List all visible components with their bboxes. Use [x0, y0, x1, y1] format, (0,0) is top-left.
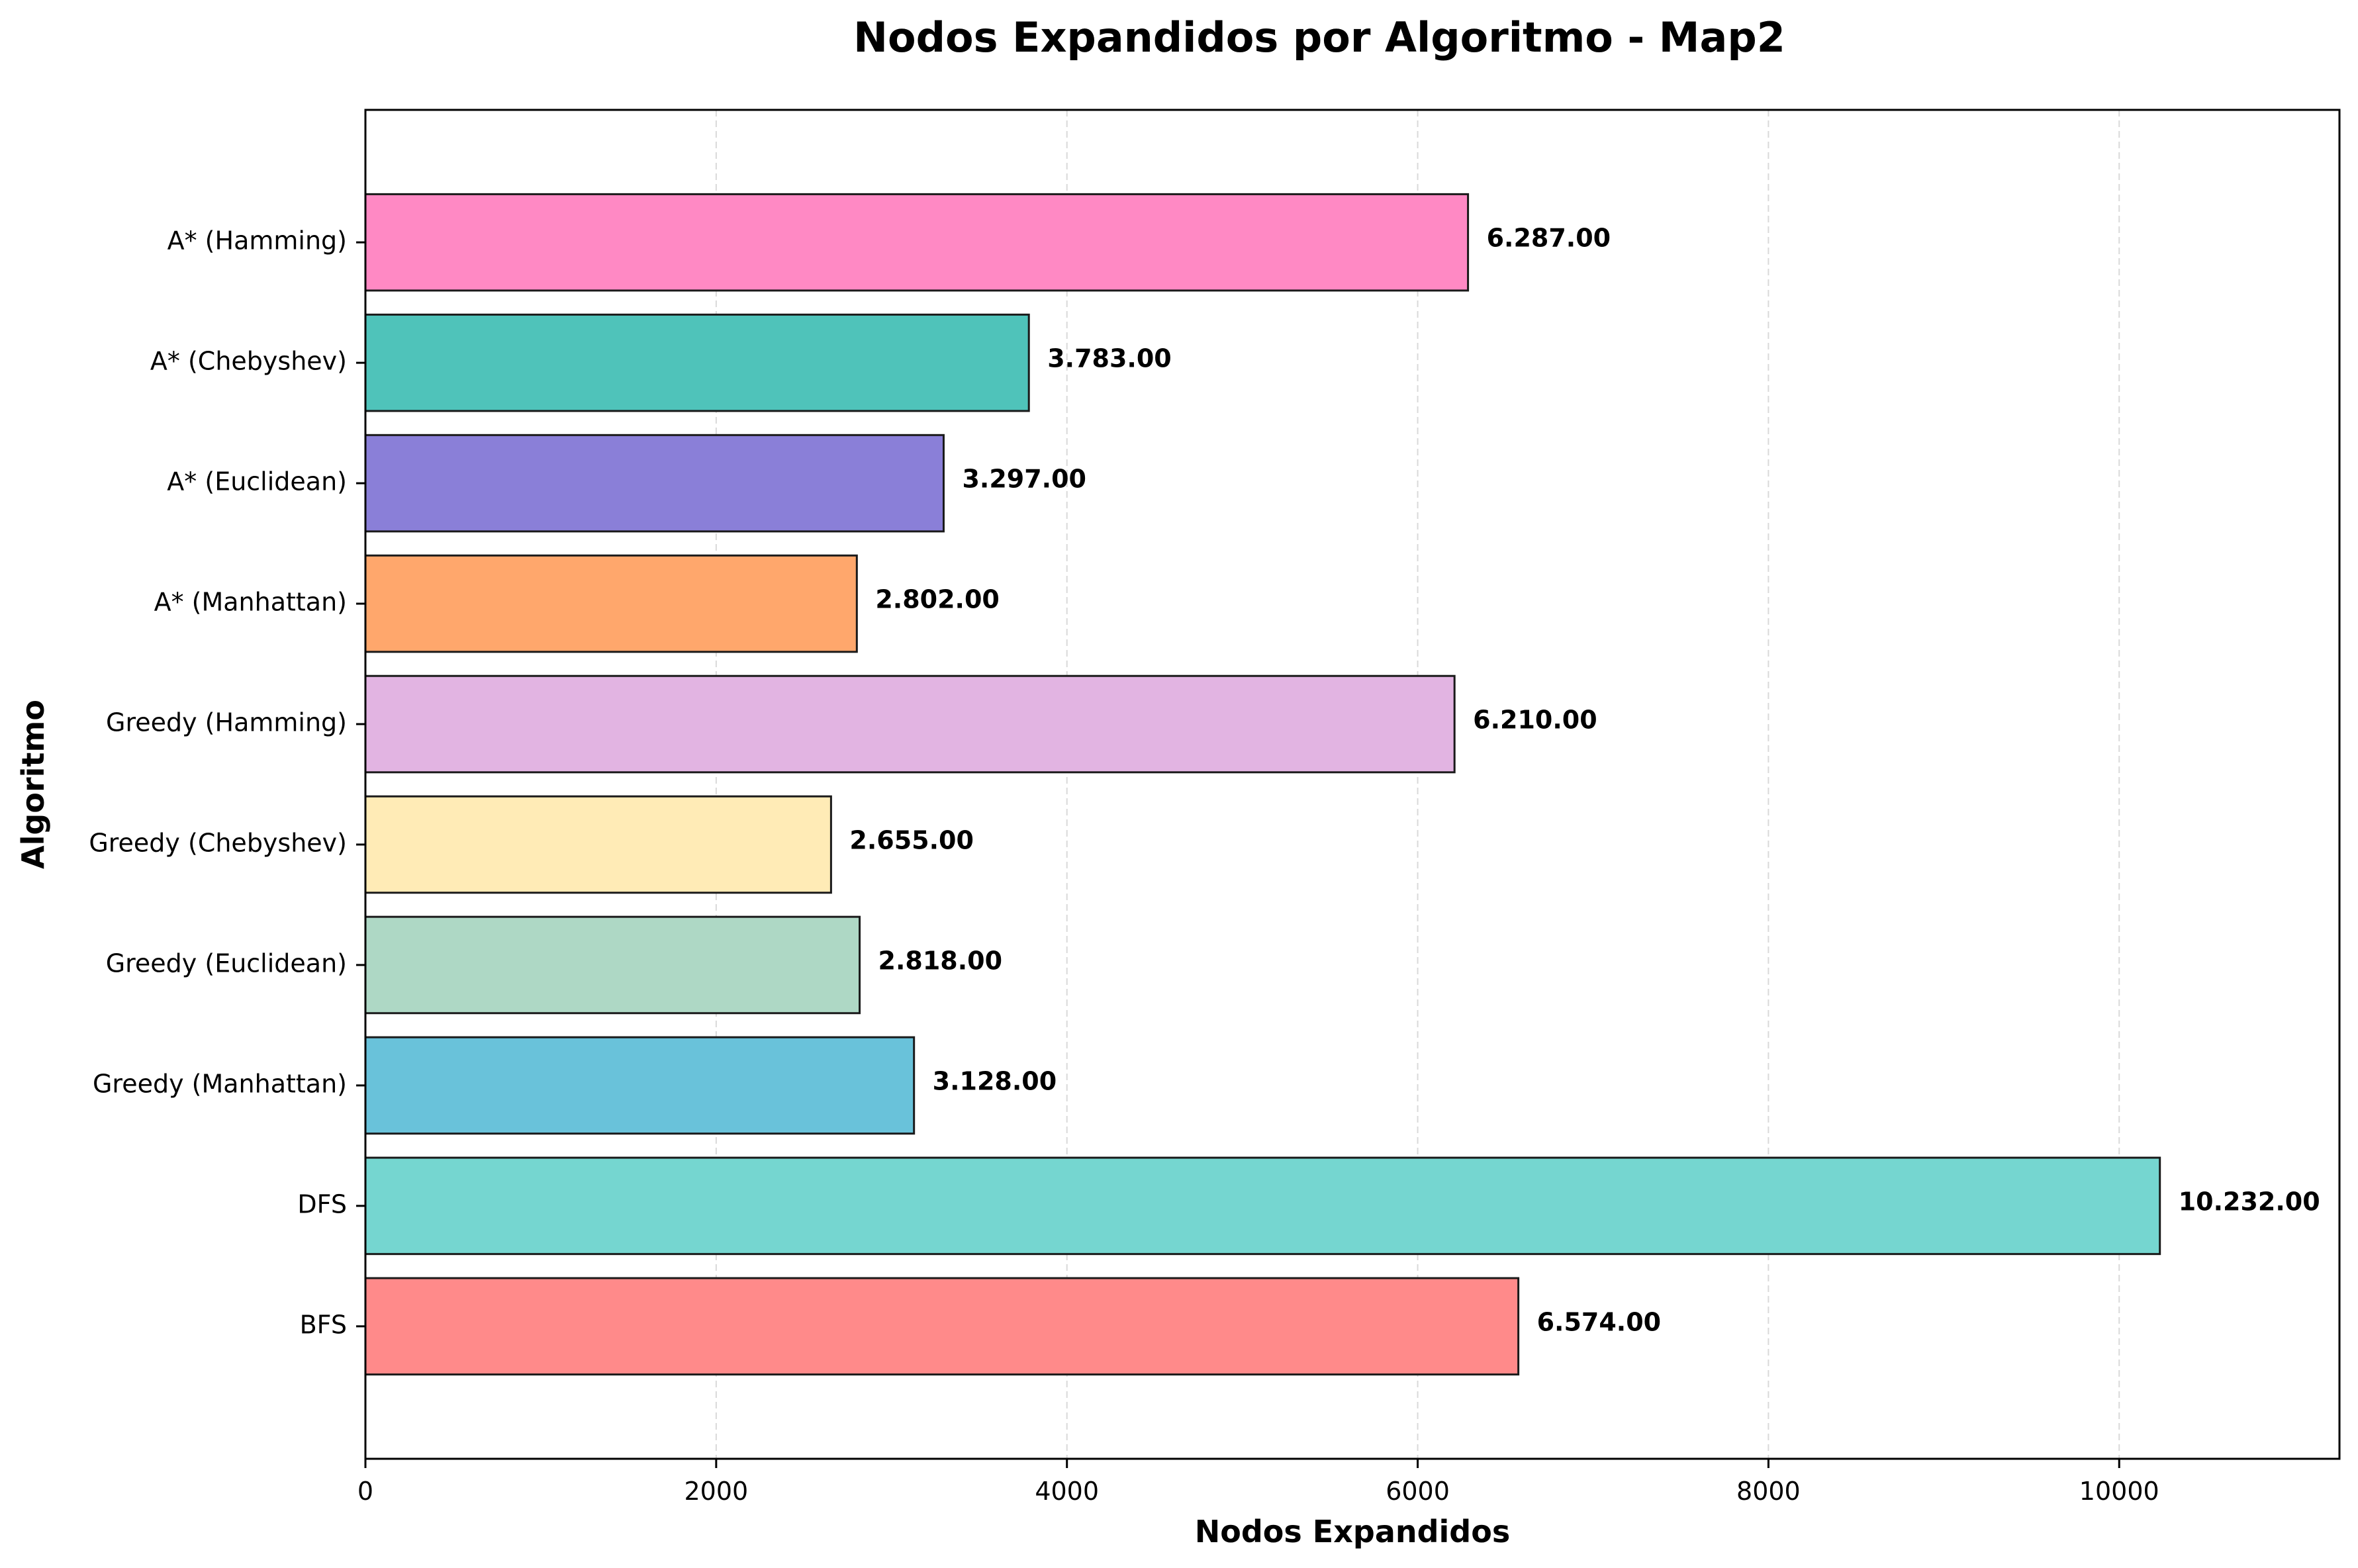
x-tick-label: 2000 [684, 1477, 748, 1506]
y-tick-label: Greedy (Chebyshev) [89, 828, 347, 857]
bar-greedy-chebyshev [364, 795, 832, 894]
data-label-a-chebyshev: 3.783.00 [1047, 344, 1172, 373]
bar-a-euclidean [364, 434, 945, 533]
x-axis-ticks: 0 2000 4000 6000 8000 10000 [357, 1459, 2159, 1506]
bar-dfs [364, 1156, 2161, 1256]
bar-a-chebyshev [364, 313, 1030, 412]
y-tick-label: BFS [300, 1310, 347, 1339]
y-tick-label: Greedy (Euclidean) [106, 948, 347, 978]
data-labels: 6.574.00 10.232.00 3.128.00 2.818.00 2.655.0… [849, 224, 2320, 1337]
x-tick-label: 6000 [1386, 1477, 1450, 1506]
bar-greedy-euclidean [364, 915, 861, 1015]
grid-lines [365, 110, 2120, 1459]
bar-bfs [364, 1277, 1520, 1376]
bars [364, 193, 2161, 1376]
y-tick-label: Greedy (Hamming) [106, 708, 347, 737]
y-axis-label: Algoritmo [15, 700, 51, 869]
y-axis-ticks: BFS DFS Greedy (Manhattan) Greedy (Euclidea… [89, 226, 365, 1339]
data-label-a-hamming: 6.287.00 [1487, 224, 1611, 253]
bar-greedy-manhattan [364, 1036, 916, 1135]
data-label-dfs: 10.232.00 [2179, 1187, 2320, 1216]
x-tick-label: 0 [357, 1477, 373, 1506]
y-tick-label: A* (Manhattan) [154, 588, 347, 617]
x-tick-label: 10000 [2079, 1477, 2159, 1506]
data-label-a-manhattan: 2.802.00 [875, 585, 1000, 614]
data-label-greedy-manhattan: 3.128.00 [933, 1066, 1057, 1095]
bar-greedy-hamming [364, 674, 1456, 774]
y-tick-label: A* (Chebyshev) [150, 347, 347, 376]
y-tick-label: Greedy (Manhattan) [93, 1069, 347, 1098]
data-label-a-euclidean: 3.297.00 [962, 465, 1086, 494]
y-tick-label: A* (Euclidean) [167, 467, 347, 496]
y-tick-label: DFS [297, 1189, 347, 1219]
chart-title: Nodos Expandidos por Algoritmo - Map2 [853, 13, 1785, 62]
bar-a-hamming [364, 193, 1470, 292]
plot-frame [364, 109, 2341, 1460]
x-tick-label: 8000 [1736, 1477, 1801, 1506]
bar-a-manhattan [364, 554, 858, 653]
data-label-greedy-euclidean: 2.818.00 [878, 946, 1003, 975]
data-label-greedy-hamming: 6.210.00 [1473, 706, 1597, 735]
x-tick-label: 4000 [1035, 1477, 1099, 1506]
y-tick-label: A* (Hamming) [167, 226, 347, 255]
x-axis-label: Nodos Expandidos [1195, 1514, 1510, 1549]
data-label-bfs: 6.574.00 [1537, 1307, 1662, 1336]
data-label-greedy-chebyshev: 2.655.00 [849, 825, 974, 854]
